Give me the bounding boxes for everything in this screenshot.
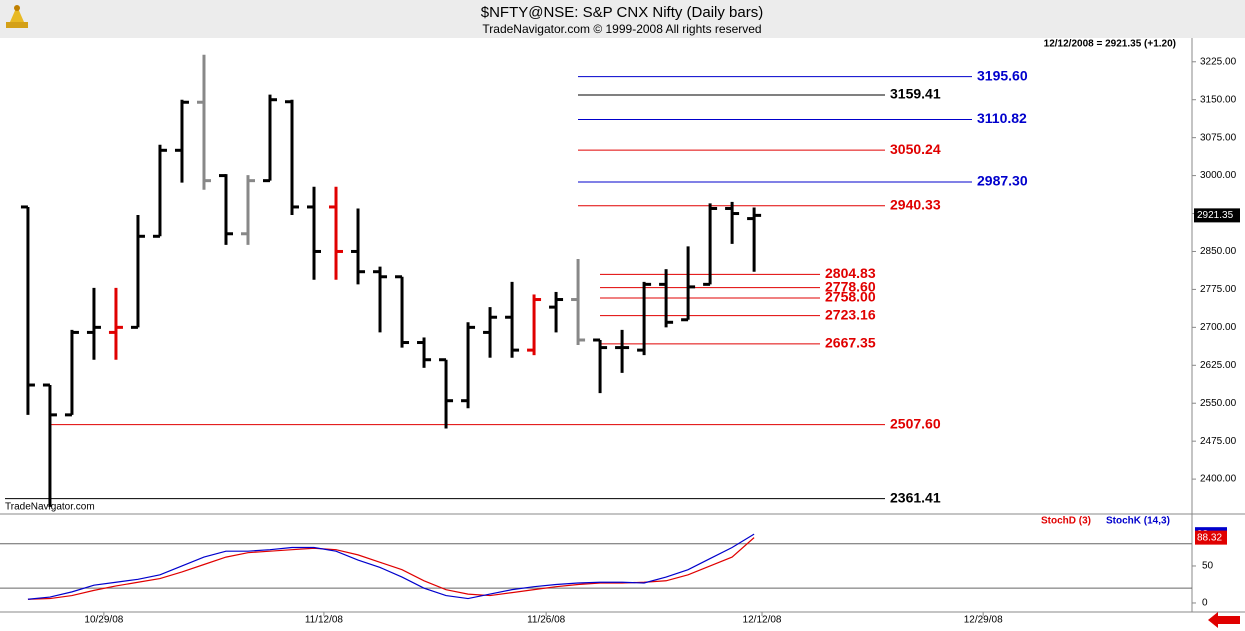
level-label: 3159.41 — [890, 86, 941, 102]
chart-subtitle: TradeNavigator.com © 1999-2008 All right… — [482, 22, 761, 36]
level-label: 2778.60 — [825, 278, 876, 294]
level-label: 3195.60 — [977, 67, 1028, 83]
x-tick-label: 10/29/08 — [84, 615, 123, 626]
level-label: 2723.16 — [825, 306, 876, 322]
y-tick-label: 2850.00 — [1200, 246, 1237, 257]
last-price-label: 2921.35 — [1197, 210, 1234, 221]
level-label: 2361.41 — [890, 489, 941, 505]
x-tick-label: 12/12/08 — [743, 615, 782, 626]
y-tick-label: 2400.00 — [1200, 474, 1237, 485]
level-label: 3050.24 — [890, 141, 941, 157]
y-tick-label: 3150.00 — [1200, 94, 1237, 105]
y-tick-label: 3225.00 — [1200, 56, 1237, 67]
x-tick-label: 11/26/08 — [527, 615, 566, 626]
level-label: 2758.00 — [825, 289, 876, 305]
logo — [6, 5, 28, 28]
legend-entry: StochD (3) — [1041, 516, 1091, 527]
last-value-box — [1195, 530, 1227, 545]
last-value-label: 88.32 — [1197, 532, 1222, 543]
status-text: 12/12/2008 = 2921.35 (+1.20) — [1044, 39, 1176, 50]
legend-entry: StochK (14,3) — [1106, 516, 1170, 527]
scroll-arrow[interactable] — [1208, 612, 1240, 628]
y-tick-label: 2475.00 — [1200, 436, 1237, 447]
level-label: 2804.83 — [825, 265, 876, 281]
last-price-box — [1194, 208, 1240, 223]
x-tick-label: 11/12/08 — [305, 615, 344, 626]
watermark: TradeNavigator.com — [5, 502, 95, 513]
level-label: 2987.30 — [977, 173, 1028, 189]
header-bar — [0, 0, 1245, 38]
y-tick-label: 0 — [1202, 598, 1208, 609]
y-tick-label: 2625.00 — [1200, 360, 1237, 371]
y-tick-label: 2700.00 — [1200, 322, 1237, 333]
y-tick-label: 50 — [1202, 561, 1214, 572]
y-tick-label: 3000.00 — [1200, 170, 1237, 181]
y-tick-label: 3075.00 — [1200, 132, 1237, 143]
x-tick-label: 12/29/08 — [964, 615, 1003, 626]
level-label: 2667.35 — [825, 335, 876, 351]
chart-title: $NFTY@NSE: S&P CNX Nifty (Daily bars) — [481, 4, 764, 21]
y-tick-label: 2550.00 — [1200, 398, 1237, 409]
stoch-line — [27, 533, 755, 600]
level-label: 3110.82 — [977, 110, 1027, 126]
y-tick-label: 2775.00 — [1200, 284, 1237, 295]
level-label: 2940.33 — [890, 196, 941, 212]
level-label: 2507.60 — [890, 415, 941, 431]
